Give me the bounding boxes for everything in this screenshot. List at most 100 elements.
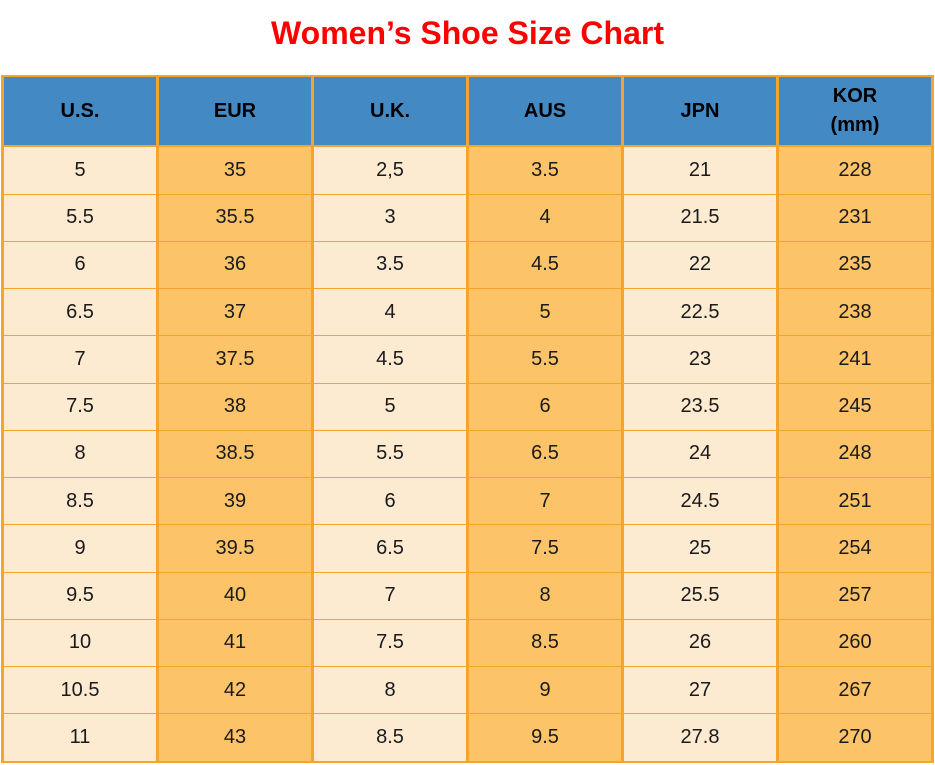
- table-header: U.S. EUR U.K. AUS JPN KOR (mm): [1, 75, 934, 147]
- table-cell: 235: [776, 240, 934, 290]
- table-cell: 22: [621, 240, 779, 290]
- table-cell: 270: [776, 713, 934, 763]
- table-cell: 257: [776, 571, 934, 620]
- table-cell: 41: [156, 618, 314, 667]
- column-header-label: EUR: [213, 99, 257, 122]
- column-header-jpn: JPN: [621, 75, 779, 147]
- table-cell: 24.5: [621, 477, 779, 526]
- table-cell: 7.5: [1, 382, 159, 431]
- table-cell: 39.5: [156, 524, 314, 573]
- table-cell: 21.5: [621, 193, 779, 242]
- table-cell: 9: [1, 524, 159, 573]
- table-cell: 5.5: [1, 193, 159, 242]
- table-cell: 35: [156, 145, 314, 195]
- table-cell: 23.5: [621, 382, 779, 431]
- column-header-label: KOR: [832, 85, 878, 107]
- table-cell: 5: [311, 382, 469, 431]
- table-cell: 8: [1, 429, 159, 479]
- table-cell: 4: [466, 193, 624, 242]
- table-body: 5 35 2,5 3.5 21 228 5.5 35.5 3 4 21.5 231 6 36 3.5 4.5 2…: [1, 145, 934, 763]
- table-row: 8 38.5 5.5 6.5 24 248: [1, 429, 934, 479]
- table-cell: 3.5: [466, 145, 624, 195]
- table-row: 7.5 38 5 6 23.5 245: [1, 382, 934, 431]
- table-cell: 3.5: [311, 240, 469, 290]
- table-cell: 231: [776, 193, 934, 242]
- column-header-uk: U.K.: [311, 75, 469, 147]
- table-cell: 2,5: [311, 145, 469, 195]
- table-row: 7 37.5 4.5 5.5 23 241: [1, 335, 934, 384]
- table-cell: 27.8: [621, 713, 779, 763]
- table-row: 6 36 3.5 4.5 22 235: [1, 240, 934, 290]
- table-cell: 245: [776, 382, 934, 431]
- header-row: U.S. EUR U.K. AUS JPN KOR (mm): [1, 75, 934, 147]
- table-cell: 238: [776, 288, 934, 337]
- table-cell: 6.5: [466, 429, 624, 479]
- column-header-aus: AUS: [466, 75, 624, 147]
- table-cell: 248: [776, 429, 934, 479]
- table-cell: 23: [621, 335, 779, 384]
- table-cell: 7.5: [466, 524, 624, 573]
- table-cell: 4.5: [311, 335, 469, 384]
- column-header-eur: EUR: [156, 75, 314, 147]
- table-cell: 7: [466, 477, 624, 526]
- table-cell: 5: [466, 288, 624, 337]
- table-cell: 8.5: [466, 618, 624, 667]
- table-cell: 42: [156, 665, 314, 715]
- table-cell: 43: [156, 713, 314, 763]
- table-cell: 267: [776, 665, 934, 715]
- table-cell: 8: [466, 571, 624, 620]
- table-cell: 3: [311, 193, 469, 242]
- column-header-us: U.S.: [1, 75, 159, 147]
- table-cell: 37: [156, 288, 314, 337]
- table-row: 9 39.5 6.5 7.5 25 254: [1, 524, 934, 573]
- column-header-label: U.K.: [370, 99, 410, 122]
- table-row: 11 43 8.5 9.5 27.8 270: [1, 713, 934, 763]
- table-cell: 8.5: [311, 713, 469, 763]
- table-cell: 35.5: [156, 193, 314, 242]
- table-cell: 38: [156, 382, 314, 431]
- column-header-sublabel: (mm): [830, 114, 880, 136]
- table-cell: 6.5: [311, 524, 469, 573]
- table-row: 5 35 2,5 3.5 21 228: [1, 145, 934, 195]
- column-header-label: U.S.: [60, 99, 100, 122]
- table-row: 10 41 7.5 8.5 26 260: [1, 618, 934, 667]
- table-row: 6.5 37 4 5 22.5 238: [1, 288, 934, 337]
- table-cell: 6: [1, 240, 159, 290]
- table-cell: 37.5: [156, 335, 314, 384]
- table-cell: 21: [621, 145, 779, 195]
- table-cell: 40: [156, 571, 314, 620]
- table-cell: 260: [776, 618, 934, 667]
- table-cell: 5.5: [466, 335, 624, 384]
- table-row: 9.5 40 7 8 25.5 257: [1, 571, 934, 620]
- table-cell: 254: [776, 524, 934, 573]
- table-cell: 7: [1, 335, 159, 384]
- table-cell: 4.5: [466, 240, 624, 290]
- table-cell: 36: [156, 240, 314, 290]
- table-cell: 9: [466, 665, 624, 715]
- size-chart-table: U.S. EUR U.K. AUS JPN KOR (mm) 5 35 2,5 3.5 21 228 5…: [1, 75, 934, 763]
- table-cell: 6: [466, 382, 624, 431]
- table-cell: 25: [621, 524, 779, 573]
- table-cell: 39: [156, 477, 314, 526]
- table-cell: 251: [776, 477, 934, 526]
- table-cell: 22.5: [621, 288, 779, 337]
- table-cell: 24: [621, 429, 779, 479]
- table-cell: 38.5: [156, 429, 314, 479]
- table-cell: 5: [1, 145, 159, 195]
- table-cell: 6.5: [1, 288, 159, 337]
- table-cell: 4: [311, 288, 469, 337]
- column-header-label: AUS: [523, 99, 567, 122]
- table-row: 10.5 42 8 9 27 267: [1, 665, 934, 715]
- column-header-label: JPN: [680, 99, 720, 122]
- table-cell: 228: [776, 145, 934, 195]
- table-row: 5.5 35.5 3 4 21.5 231: [1, 193, 934, 242]
- table-cell: 27: [621, 665, 779, 715]
- column-header-kormm: KOR (mm): [776, 75, 934, 147]
- table-cell: 8: [311, 665, 469, 715]
- table-cell: 7.5: [311, 618, 469, 667]
- table-cell: 26: [621, 618, 779, 667]
- table-cell: 25.5: [621, 571, 779, 620]
- table-cell: 9.5: [1, 571, 159, 620]
- table-cell: 5.5: [311, 429, 469, 479]
